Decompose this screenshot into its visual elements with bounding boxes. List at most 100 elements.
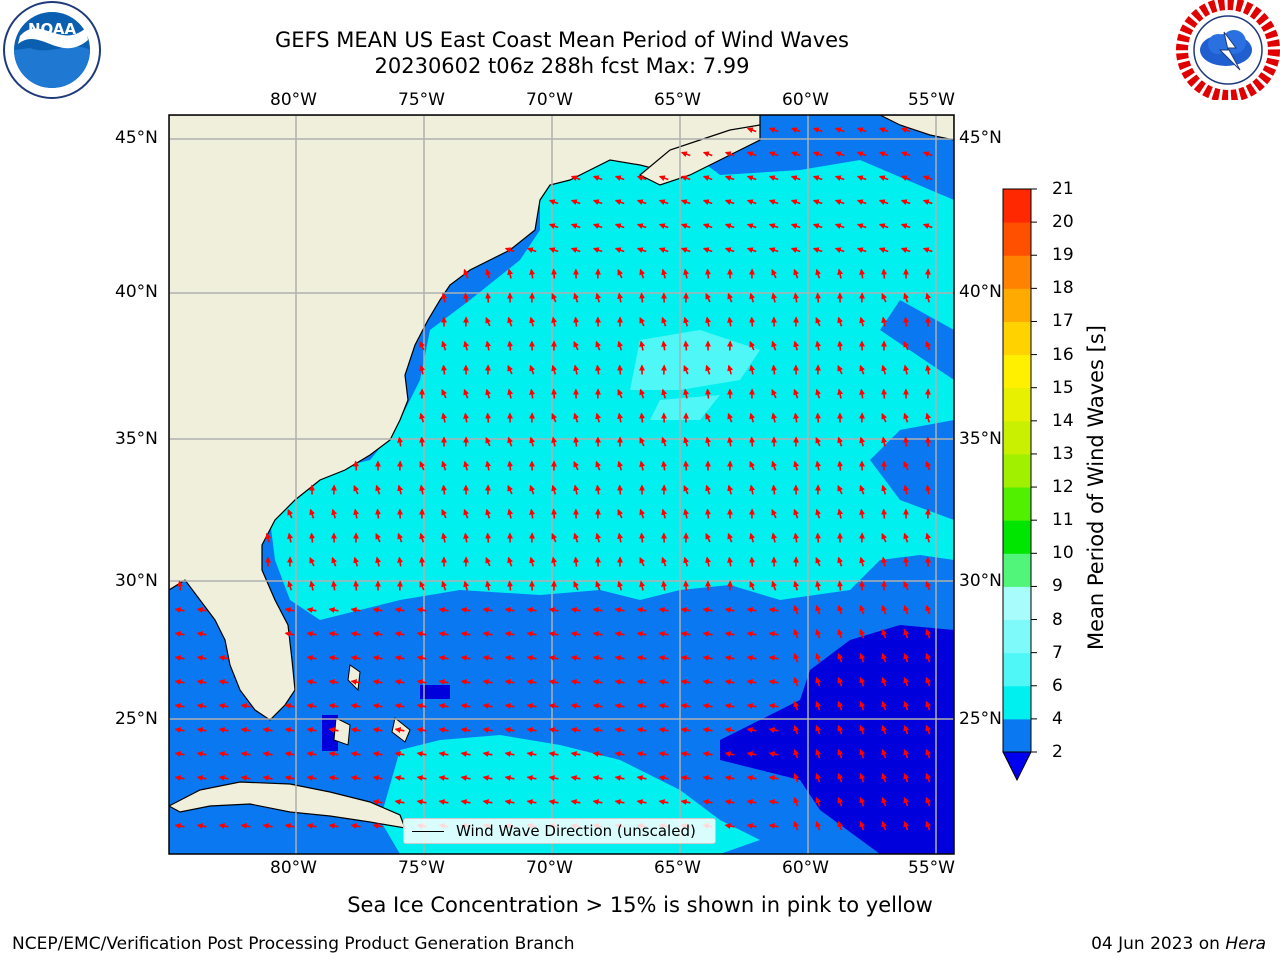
wave-direction-arrow bbox=[463, 292, 470, 303]
wave-direction-arrow bbox=[837, 268, 844, 279]
wave-direction-arrow bbox=[526, 775, 537, 782]
wave-direction-arrow bbox=[793, 388, 799, 399]
wave-direction-arrow bbox=[812, 199, 823, 206]
wave-direction-arrow bbox=[595, 460, 601, 471]
wave-direction-arrow bbox=[793, 724, 800, 735]
wave-direction-arrow bbox=[705, 532, 711, 543]
wave-direction-arrow bbox=[485, 292, 492, 303]
wave-direction-arrow bbox=[837, 556, 843, 567]
wave-direction-arrow bbox=[617, 292, 624, 303]
wave-direction-arrow bbox=[262, 751, 273, 758]
wave-direction-arrow bbox=[174, 655, 185, 662]
wave-direction-arrow bbox=[287, 532, 294, 543]
wave-direction-arrow bbox=[881, 796, 888, 807]
wave-direction-arrow bbox=[306, 751, 317, 758]
wave-direction-arrow bbox=[394, 679, 405, 686]
wave-direction-arrow bbox=[859, 364, 865, 375]
wave-direction-arrow bbox=[702, 631, 713, 638]
wave-direction-arrow bbox=[837, 820, 844, 831]
wave-direction-arrow bbox=[573, 364, 580, 375]
wave-direction-arrow bbox=[881, 388, 888, 399]
wave-direction-arrow bbox=[460, 799, 471, 806]
wave-direction-arrow bbox=[856, 127, 867, 134]
wave-direction-arrow bbox=[529, 316, 536, 327]
wave-direction-arrow bbox=[419, 340, 425, 351]
wave-direction-arrow bbox=[903, 412, 909, 423]
wave-direction-arrow bbox=[419, 556, 426, 567]
wave-direction-arrow bbox=[837, 580, 844, 591]
wave-direction-arrow bbox=[881, 316, 888, 327]
wave-direction-arrow bbox=[661, 388, 668, 399]
wave-direction-arrow bbox=[482, 751, 493, 758]
wave-direction-arrow bbox=[815, 796, 822, 807]
wave-period-under-2-region bbox=[720, 625, 954, 854]
wave-direction-arrow bbox=[548, 703, 559, 710]
wave-direction-arrow bbox=[287, 508, 293, 519]
wave-direction-arrow bbox=[174, 703, 185, 710]
wave-direction-arrow bbox=[705, 316, 712, 327]
colorbar-frame bbox=[1002, 188, 1032, 753]
wave-direction-arrow bbox=[837, 460, 844, 471]
wave-direction-arrow bbox=[463, 532, 470, 543]
wave-direction-arrow bbox=[903, 676, 910, 687]
wave-direction-arrow bbox=[793, 772, 800, 783]
wave-direction-arrow bbox=[306, 655, 317, 662]
wave-direction-arrow bbox=[482, 727, 493, 734]
wave-direction-arrow bbox=[507, 580, 514, 591]
wave-direction-arrow bbox=[793, 412, 800, 423]
wave-direction-arrow bbox=[551, 412, 557, 423]
wave-direction-arrow bbox=[724, 247, 735, 254]
wave-direction-arrow bbox=[768, 607, 779, 614]
wave-direction-arrow bbox=[881, 604, 888, 615]
wave-direction-arrow bbox=[372, 775, 383, 782]
wave-direction-arrow bbox=[727, 316, 734, 327]
lon-tick-bottom: 75°W bbox=[398, 858, 445, 878]
wave-direction-arrow bbox=[925, 820, 932, 831]
wave-direction-arrow bbox=[639, 436, 645, 447]
wave-direction-arrow bbox=[834, 223, 845, 230]
wave-direction-arrow bbox=[724, 151, 735, 158]
wave-direction-arrow bbox=[724, 751, 735, 758]
wave-direction-arrow bbox=[639, 508, 645, 519]
wave-direction-arrow bbox=[702, 151, 713, 158]
wave-direction-arrow bbox=[771, 364, 778, 375]
wave-direction-arrow bbox=[856, 223, 867, 230]
wave-direction-arrow bbox=[526, 607, 537, 614]
wave-direction-arrow bbox=[463, 580, 470, 591]
wave-direction-arrow bbox=[837, 700, 844, 711]
wave-direction-arrow bbox=[394, 607, 405, 614]
wave-direction-arrow bbox=[815, 268, 822, 279]
wave-direction-arrow bbox=[658, 775, 669, 782]
wave-direction-arrow bbox=[793, 652, 800, 663]
wave-direction-arrow bbox=[680, 199, 691, 206]
wave-direction-arrow bbox=[174, 631, 185, 638]
wave-direction-arrow bbox=[856, 151, 867, 158]
wave-direction-arrow bbox=[394, 631, 405, 638]
wave-direction-arrow bbox=[746, 655, 757, 662]
wave-direction-arrow bbox=[372, 655, 383, 662]
wave-direction-arrow bbox=[614, 751, 625, 758]
wave-direction-arrow bbox=[595, 580, 601, 591]
wave-direction-arrow bbox=[903, 340, 909, 351]
wave-direction-arrow bbox=[573, 484, 580, 495]
wave-direction-arrow bbox=[771, 580, 777, 591]
wave-direction-arrow bbox=[507, 364, 513, 375]
map-frame bbox=[168, 114, 955, 855]
wave-direction-arrow bbox=[350, 679, 361, 686]
wave-direction-arrow bbox=[639, 388, 645, 399]
wave-direction-arrow bbox=[636, 679, 647, 686]
wave-direction-arrow bbox=[463, 508, 469, 519]
wave-direction-arrow bbox=[859, 628, 866, 639]
wave-direction-arrow bbox=[504, 751, 515, 758]
wave-direction-arrow bbox=[196, 679, 207, 686]
wave-direction-arrow bbox=[240, 775, 251, 782]
wave-direction-arrow bbox=[526, 247, 537, 254]
wave-direction-arrow bbox=[815, 388, 822, 399]
wave-direction-arrow bbox=[617, 532, 624, 543]
wave-direction-arrow bbox=[702, 727, 713, 734]
wave-direction-arrow bbox=[595, 340, 601, 351]
wave-direction-arrow bbox=[881, 268, 888, 279]
wave-direction-arrow bbox=[749, 436, 756, 447]
wave-direction-arrow bbox=[859, 772, 866, 783]
wave-direction-arrow bbox=[636, 655, 647, 662]
